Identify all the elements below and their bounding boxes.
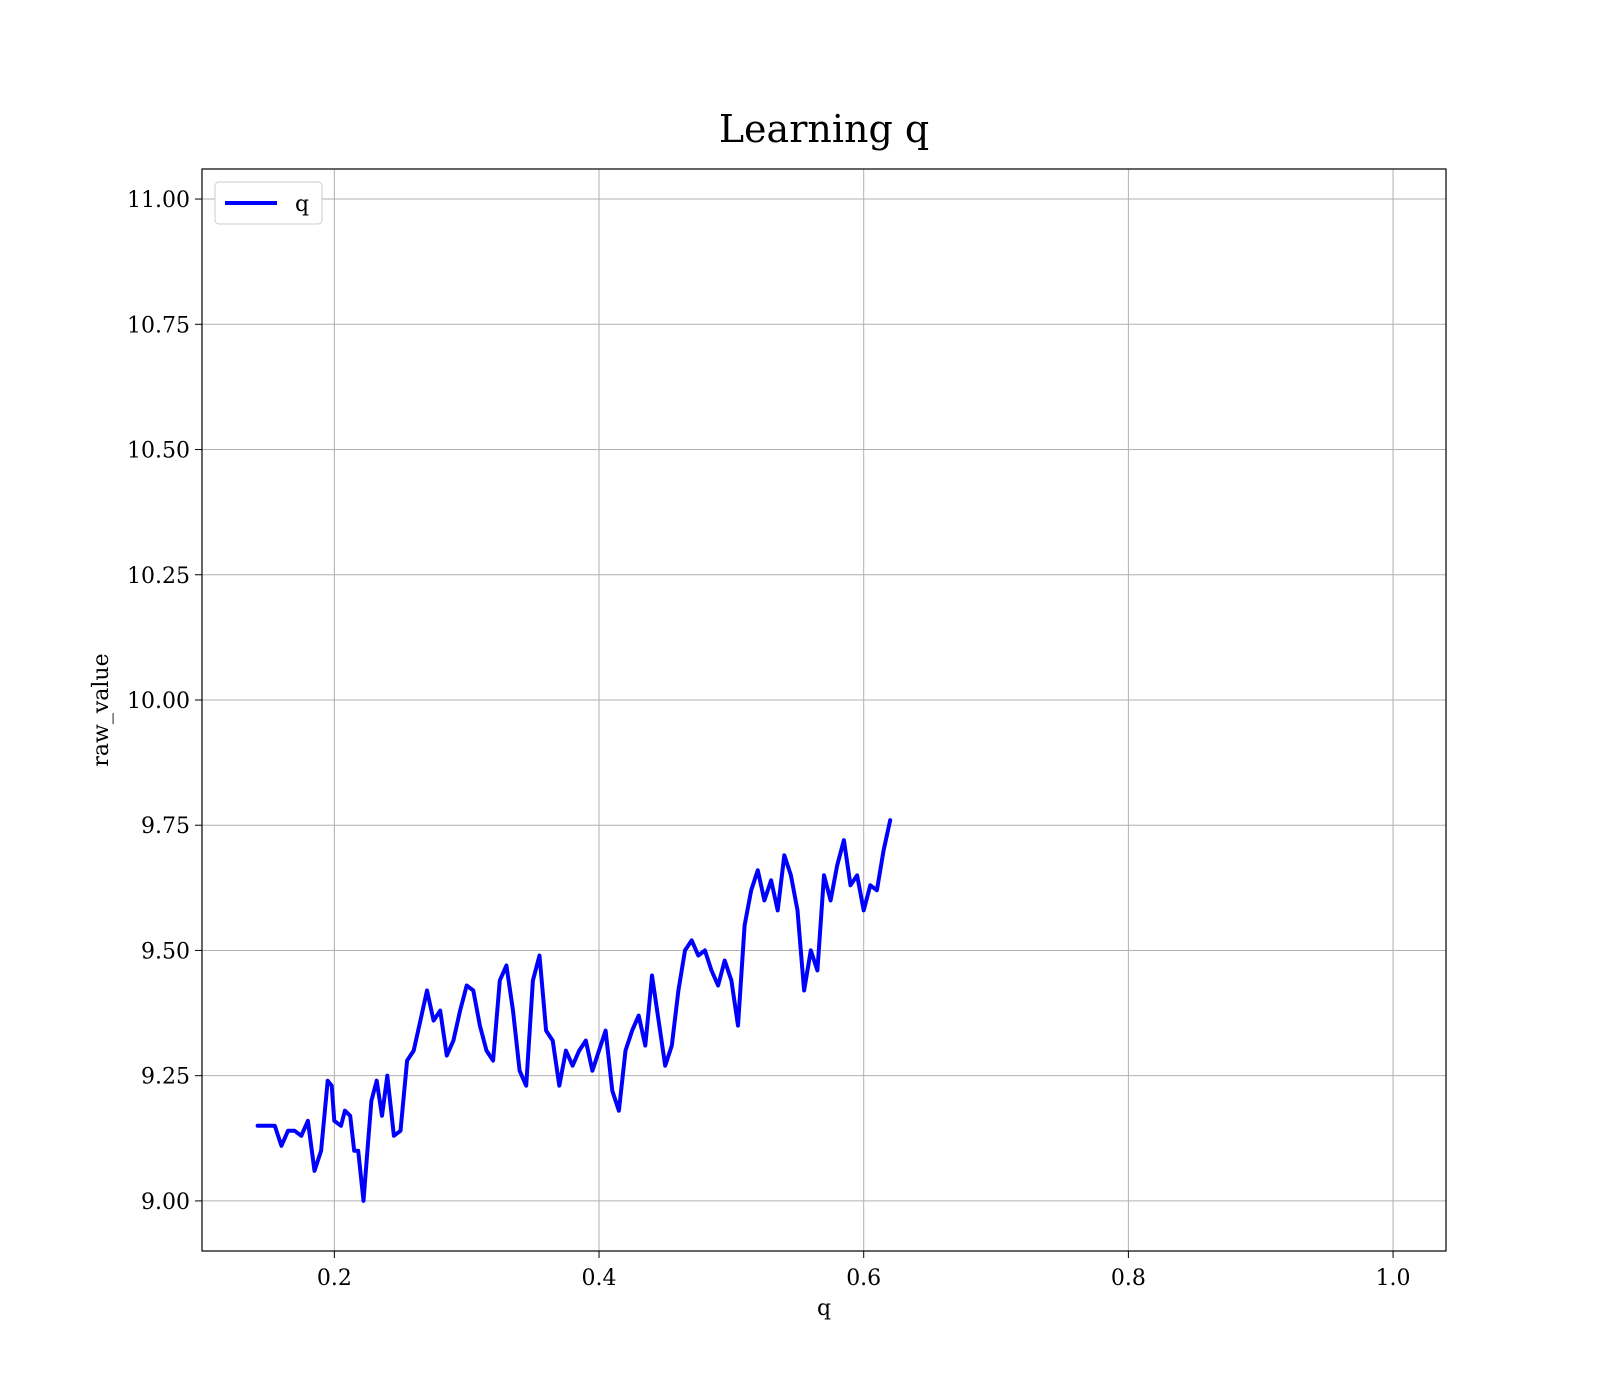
legend-label: q <box>295 192 309 217</box>
y-tick-label: 9.50 <box>141 939 190 964</box>
series-line-q <box>255 818 893 1203</box>
x-tick-label: 1.0 <box>1376 1266 1411 1291</box>
y-tick-label: 10.25 <box>127 564 190 589</box>
chart-title: Learning q <box>719 107 929 151</box>
x-tick-label: 0.2 <box>317 1266 352 1291</box>
plot-frame <box>201 168 1447 1252</box>
y-axis: 9.00 9.25 9.50 9.75 10.00 10.25 10.50 10.75 11.0… <box>127 188 202 1215</box>
x-tick-label: 0.4 <box>582 1266 617 1291</box>
x-axis: 0.2 0.4 0.6 0.8 1.0 <box>317 1251 1411 1291</box>
y-tick-label: 10.00 <box>127 689 190 714</box>
x-tick-label: 0.6 <box>846 1266 881 1291</box>
y-axis-label: raw_value <box>89 653 114 766</box>
plot-area <box>255 818 893 1203</box>
y-tick-label: 10.75 <box>127 313 190 338</box>
x-tick-label: 0.8 <box>1111 1266 1146 1291</box>
x-axis-label: q <box>817 1296 831 1321</box>
grid-lines <box>202 169 1446 1251</box>
y-tick-label: 10.50 <box>127 439 190 464</box>
legend: q <box>214 181 323 225</box>
y-tick-label: 9.00 <box>141 1190 190 1215</box>
y-tick-label: 11.00 <box>127 188 190 213</box>
y-tick-label: 9.25 <box>141 1065 190 1090</box>
y-tick-label: 9.75 <box>141 814 190 839</box>
